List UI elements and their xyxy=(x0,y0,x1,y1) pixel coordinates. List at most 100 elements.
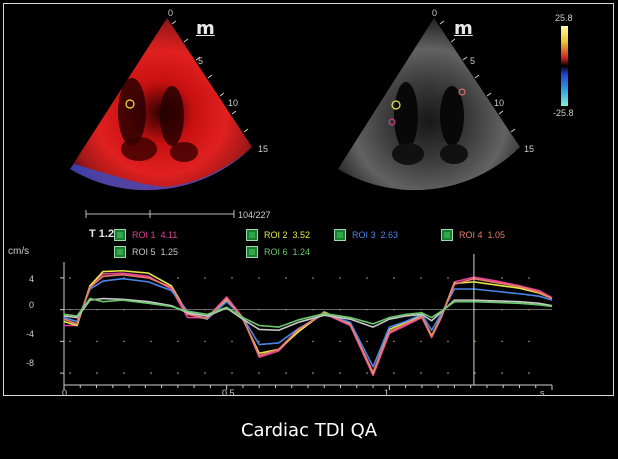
grid-dot xyxy=(150,340,152,343)
y-axis-unit: cm/s xyxy=(8,246,30,257)
roi-checkbox[interactable] xyxy=(114,229,126,241)
grid-dot xyxy=(96,340,98,343)
grid-dot xyxy=(528,372,530,374)
grid-dot xyxy=(285,372,287,374)
grid-dot xyxy=(474,340,476,343)
roi-value: 1.25 xyxy=(160,247,179,257)
right-depth-15: 15 xyxy=(524,144,535,154)
x-axis-unit: s xyxy=(540,388,545,398)
grid-dot xyxy=(366,372,368,374)
left-depth-scale xyxy=(171,20,249,133)
roi-checkbox[interactable] xyxy=(114,246,126,258)
grid-dot xyxy=(447,372,449,374)
roi-label: ROI 4 xyxy=(459,230,483,240)
roi-checkbox[interactable] xyxy=(334,229,346,241)
roi-value: 1.24 xyxy=(292,247,311,257)
grid-dot xyxy=(393,372,395,374)
left-depth-5: 5 xyxy=(198,56,204,66)
y-tick-minus4: -4 xyxy=(25,329,34,339)
time-scale-bar xyxy=(85,210,235,218)
grid-dot xyxy=(231,277,233,279)
roi-label: ROI 1 xyxy=(132,230,156,240)
roi-checkbox[interactable] xyxy=(246,246,258,258)
roi-value: 3.52 xyxy=(292,230,311,240)
grid-dot xyxy=(393,277,395,279)
grid-dot xyxy=(420,372,422,374)
left-depth-0: 0 xyxy=(168,8,174,18)
series-line-roi-6 xyxy=(63,297,553,328)
grid-dot xyxy=(285,277,287,279)
roi-label: ROI 2 xyxy=(264,230,288,240)
grid-dot xyxy=(204,277,206,279)
roi-entry-6[interactable]: ROI 6 1.24 xyxy=(246,245,310,259)
left-depth-15: 15 xyxy=(258,144,269,154)
right-depth-10: 10 xyxy=(494,98,505,108)
roi-entry-3[interactable]: ROI 3 2.63 xyxy=(334,228,398,242)
grid-dot xyxy=(177,372,179,374)
grid-dot xyxy=(150,372,152,374)
right-depth-0: 0 xyxy=(432,8,438,18)
grid-dot xyxy=(69,277,71,279)
roi-label: ROI 6 xyxy=(264,247,288,257)
roi-entry-5[interactable]: ROI 5 1.25 xyxy=(114,245,178,259)
series-line-roi-5 xyxy=(63,297,553,332)
grayscale-sector xyxy=(338,18,520,191)
echo-images xyxy=(70,18,568,218)
grid-dot xyxy=(420,340,422,343)
grid-dot xyxy=(69,340,71,343)
color-bar-max: 25.8 xyxy=(555,13,573,23)
grid-dot xyxy=(339,372,341,374)
grid-dot xyxy=(123,372,125,374)
grid-dot xyxy=(258,340,260,343)
roi-checkbox[interactable] xyxy=(441,229,453,241)
right-view-logo: m xyxy=(454,18,473,39)
roi-label: ROI 3 xyxy=(352,230,376,240)
left-view-logo: m xyxy=(196,18,215,39)
time-scale-label: 104/227 xyxy=(238,210,271,220)
roi-entry-2[interactable]: ROI 2 3.52 xyxy=(246,228,310,242)
grid-dot xyxy=(69,372,71,374)
grid-dot xyxy=(447,340,449,343)
grid-dot xyxy=(231,372,233,374)
velocity-chart xyxy=(60,254,553,390)
right-depth-5: 5 xyxy=(470,56,476,66)
time-readout: T 1.26 xyxy=(89,228,121,240)
velocity-color-bar xyxy=(561,26,568,106)
grid-dot xyxy=(393,340,395,343)
series-line-roi-4 xyxy=(63,273,553,374)
roi-value: 2.63 xyxy=(380,230,399,240)
tdi-color-sector xyxy=(70,18,252,191)
grid-dot xyxy=(501,340,503,343)
roi-entry-4[interactable]: ROI 4 1.05 xyxy=(441,228,505,242)
grid-dot xyxy=(366,340,368,343)
grid-dot xyxy=(204,340,206,343)
x-tick-1: 1 xyxy=(384,388,390,398)
grid-dot xyxy=(528,340,530,343)
grid-dot xyxy=(96,372,98,374)
grid-dot xyxy=(366,277,368,279)
grid-dot xyxy=(177,340,179,343)
grid-dot xyxy=(258,372,260,374)
figure-caption: Cardiac TDI QA xyxy=(240,420,378,441)
grid-dot xyxy=(312,372,314,374)
right-depth-scale xyxy=(439,20,516,133)
grid-dot xyxy=(447,277,449,279)
roi-label: ROI 5 xyxy=(132,247,156,257)
ultrasound-display: m m 0 5 10 15 0 5 10 15 25.8 -25.8 104/2… xyxy=(3,3,614,398)
grid-dot xyxy=(312,277,314,279)
grid-dot xyxy=(231,340,233,343)
left-depth-10: 10 xyxy=(228,98,239,108)
x-tick-0-5: 0.5 xyxy=(222,388,235,398)
roi-entry-1[interactable]: ROI 1 4.11 xyxy=(114,228,177,242)
grid-dot xyxy=(501,372,503,374)
color-bar-min: -25.8 xyxy=(553,108,574,118)
grid-dot xyxy=(339,340,341,343)
grid-dot xyxy=(501,277,503,279)
grid-dot xyxy=(474,372,476,374)
roi-checkbox[interactable] xyxy=(246,229,258,241)
grid-dot xyxy=(339,277,341,279)
grid-dot xyxy=(528,277,530,279)
grid-dot xyxy=(258,277,260,279)
roi-value: 1.05 xyxy=(487,230,506,240)
series-line-roi-2 xyxy=(63,269,553,374)
